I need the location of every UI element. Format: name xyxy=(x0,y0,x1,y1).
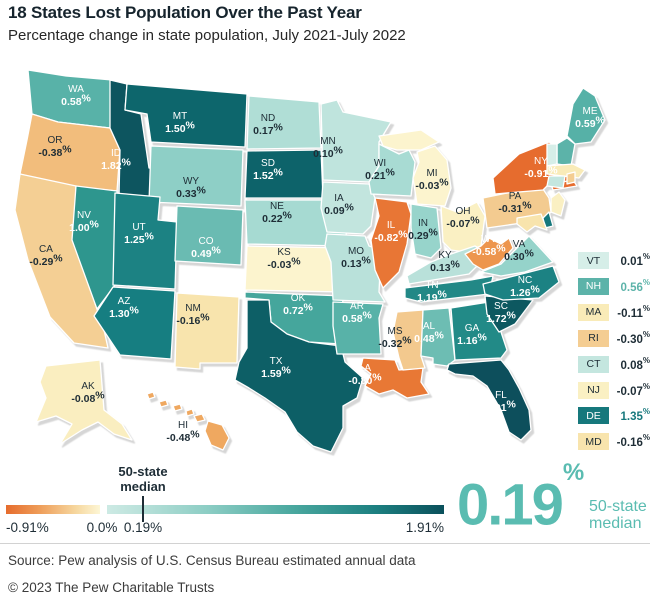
state-fl[interactable] xyxy=(446,359,532,441)
state-ia[interactable] xyxy=(320,181,376,235)
state-il[interactable] xyxy=(370,197,412,289)
legend-row-md: MD -0.16% xyxy=(578,433,650,451)
state-sd[interactable] xyxy=(244,149,324,199)
state-wv[interactable] xyxy=(464,237,514,271)
median-callout-value: 0.19% xyxy=(457,459,585,538)
state-co[interactable] xyxy=(174,205,244,266)
source-note: Source: Pew analysis of U.S. Census Bure… xyxy=(8,553,416,568)
state-va[interactable] xyxy=(480,235,554,277)
state-mn[interactable] xyxy=(320,99,392,183)
state-ri[interactable] xyxy=(566,171,576,185)
state-mo[interactable] xyxy=(324,233,386,303)
legend-value-md: -0.16% xyxy=(616,433,650,450)
state-tx[interactable] xyxy=(234,299,364,453)
state-az[interactable] xyxy=(93,286,176,360)
state-hi[interactable] xyxy=(146,391,156,400)
state-nh[interactable] xyxy=(556,137,576,167)
page-title: 18 States Lost Population Over the Past … xyxy=(8,3,362,22)
legend-value-nj: -0.07% xyxy=(616,381,650,398)
state-label-hi: HI -0.48% xyxy=(166,420,200,444)
legend-chip-ri: RI xyxy=(578,329,609,347)
state-wy[interactable] xyxy=(148,145,244,207)
copyright-note: © 2023 The Pew Charitable Trusts xyxy=(8,580,215,595)
state-hi[interactable] xyxy=(172,403,183,412)
legend-value-vt: 0.01% xyxy=(620,252,650,268)
legend-chip-md: MD xyxy=(578,433,609,451)
legend-row-nh: NH 0.56% xyxy=(578,277,650,295)
state-nm[interactable] xyxy=(174,292,240,370)
color-scale-negative-bar xyxy=(6,505,100,514)
legend-value-ct: 0.08% xyxy=(620,355,650,372)
state-la[interactable] xyxy=(360,357,430,399)
legend-chip-ct: CT xyxy=(578,355,609,373)
legend-row-ct: CT 0.08% xyxy=(578,355,650,373)
state-in[interactable] xyxy=(410,203,442,259)
legend-row-ri: RI -0.30% xyxy=(578,329,650,347)
legend-chip-nj: NJ xyxy=(578,381,609,399)
legend-row-ma: MA -0.11% xyxy=(578,303,650,321)
state-oh[interactable] xyxy=(440,201,486,253)
legend-chip-ma: MA xyxy=(578,303,609,321)
state-al[interactable] xyxy=(420,307,456,367)
color-scale-positive-bar xyxy=(107,505,444,514)
state-hi[interactable] xyxy=(204,420,230,451)
state-nc[interactable] xyxy=(482,265,560,301)
state-ct[interactable] xyxy=(546,175,566,189)
state-mi[interactable] xyxy=(412,145,452,207)
state-ar[interactable] xyxy=(332,301,384,355)
state-wi[interactable] xyxy=(368,143,416,197)
legend-row-de: DE 1.35% xyxy=(578,407,650,425)
median-tick-mark xyxy=(142,496,144,522)
legend-value-de: 1.35% xyxy=(620,407,650,424)
state-me[interactable] xyxy=(566,87,606,145)
state-vt[interactable] xyxy=(546,143,558,167)
legend-chip-vt: VT xyxy=(578,252,609,269)
state-ut[interactable] xyxy=(112,192,178,290)
state-nj[interactable] xyxy=(550,191,566,217)
legend-chip-nh: NH xyxy=(578,277,609,295)
footer-divider xyxy=(0,543,650,544)
median-annotation: 50-state median xyxy=(118,464,168,494)
state-nd[interactable] xyxy=(246,95,322,150)
legend-value-nh: 0.56% xyxy=(620,277,650,294)
state-mt[interactable] xyxy=(124,83,248,148)
legend-row-vt: VT 0.01% xyxy=(578,252,650,269)
scale-label-min: -0.91% xyxy=(6,520,49,535)
legend-value-ma: -0.11% xyxy=(617,303,650,320)
state-hi[interactable] xyxy=(193,413,206,423)
state-ms[interactable] xyxy=(392,309,426,371)
median-callout-caption: 50-state median xyxy=(589,498,647,532)
scale-label-median: 0.19% xyxy=(123,520,163,535)
scale-label-max: 1.91% xyxy=(405,520,444,535)
legend-row-nj: NJ -0.07% xyxy=(578,381,650,399)
state-md[interactable] xyxy=(516,213,548,233)
state-hi[interactable] xyxy=(158,399,169,408)
state-ak[interactable] xyxy=(35,359,133,445)
legend-value-ri: -0.30% xyxy=(616,329,650,346)
scale-label-zero: 0.0% xyxy=(86,520,118,535)
page-subtitle: Percentage change in state population, J… xyxy=(8,27,406,44)
legend-chip-de: DE xyxy=(578,407,609,425)
state-hi[interactable] xyxy=(185,408,195,417)
